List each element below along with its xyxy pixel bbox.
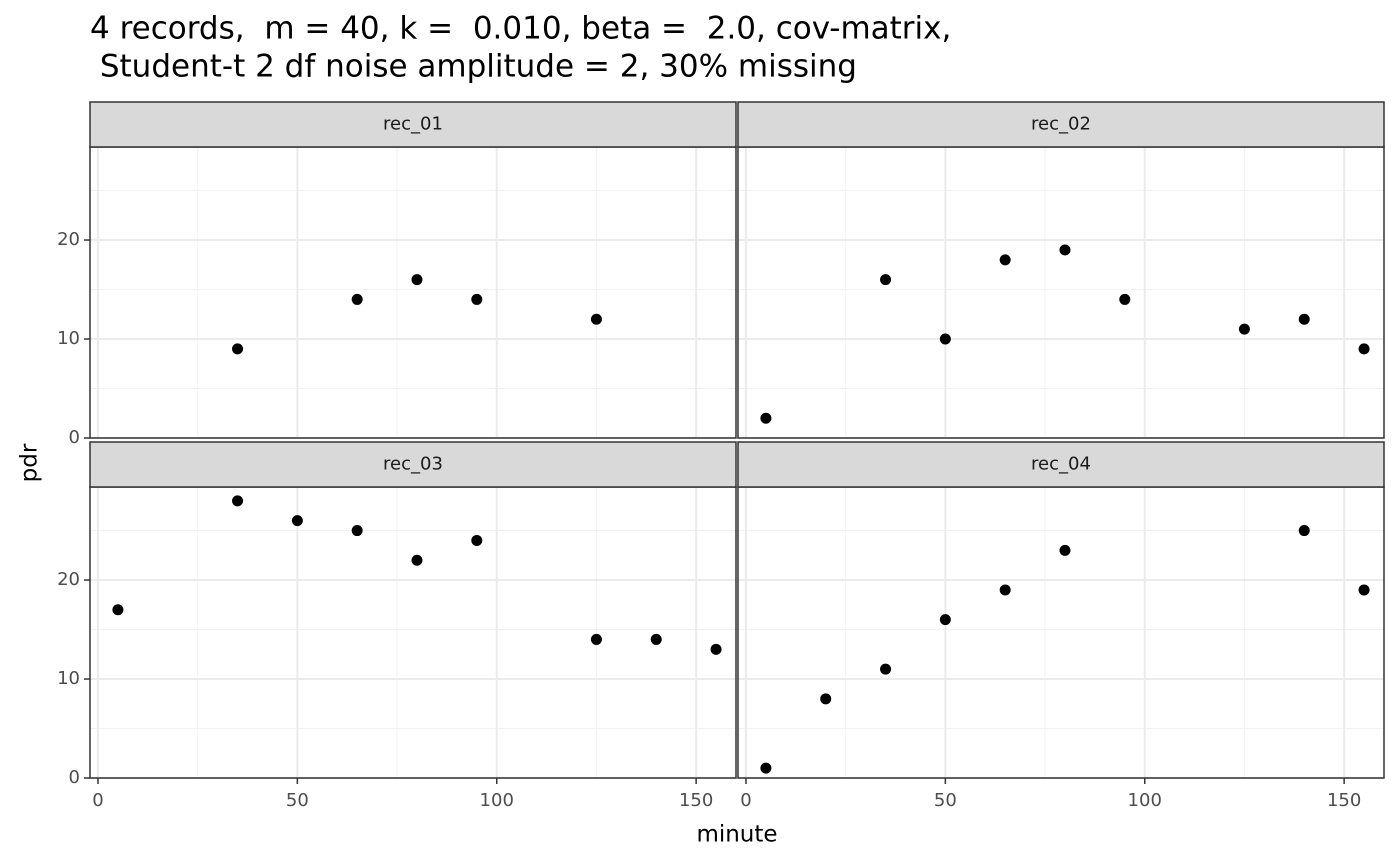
point xyxy=(710,643,722,655)
x-tick-label: 50 xyxy=(934,790,957,811)
point xyxy=(411,554,423,566)
point xyxy=(820,693,832,705)
point xyxy=(232,343,244,355)
point xyxy=(650,633,662,645)
y-tick-label: 20 xyxy=(57,229,80,250)
point xyxy=(351,525,363,537)
point xyxy=(999,254,1011,266)
chart-title: 4 records, m = 40, k = 0.010, beta = 2.0… xyxy=(90,11,951,47)
x-tick-label: 150 xyxy=(679,790,713,811)
point xyxy=(1059,244,1071,256)
point xyxy=(351,293,363,305)
point xyxy=(590,313,602,325)
chart-title: Student-t 2 df noise amplitude = 2, 30% … xyxy=(90,49,857,85)
x-axis-title: minute xyxy=(696,822,777,848)
strip xyxy=(737,441,1385,488)
point xyxy=(1119,293,1131,305)
y-tick-label: 0 xyxy=(69,427,80,448)
point xyxy=(291,515,303,527)
strip xyxy=(89,441,737,488)
point xyxy=(232,495,244,507)
point xyxy=(1358,343,1370,355)
point xyxy=(939,614,951,626)
y-axis-title: pdr xyxy=(17,443,43,482)
point xyxy=(880,274,892,286)
strip-label: rec_03 xyxy=(383,454,443,475)
point xyxy=(590,633,602,645)
point xyxy=(999,584,1011,596)
point xyxy=(760,762,772,774)
point xyxy=(112,604,124,616)
x-tick-label: 100 xyxy=(480,790,514,811)
point xyxy=(1358,584,1370,596)
strip-label: rec_04 xyxy=(1031,454,1091,475)
point xyxy=(1059,544,1071,556)
x-tick-label: 0 xyxy=(92,790,103,811)
y-tick-label: 10 xyxy=(57,328,80,349)
point xyxy=(1298,313,1310,325)
strip-label: rec_01 xyxy=(383,114,443,135)
y-tick-label: 20 xyxy=(57,569,80,590)
x-tick-label: 100 xyxy=(1128,790,1162,811)
point xyxy=(1238,323,1250,335)
y-tick-label: 10 xyxy=(57,668,80,689)
x-tick-label: 150 xyxy=(1327,790,1361,811)
point xyxy=(471,293,483,305)
x-tick-label: 50 xyxy=(286,790,309,811)
point xyxy=(471,534,483,546)
strip-label: rec_02 xyxy=(1031,114,1091,135)
point xyxy=(760,412,772,424)
point xyxy=(939,333,951,345)
point xyxy=(411,274,423,286)
strip xyxy=(737,101,1385,148)
strip xyxy=(89,101,737,148)
point xyxy=(880,663,892,675)
y-tick-label: 0 xyxy=(69,767,80,788)
x-tick-label: 0 xyxy=(740,790,751,811)
point xyxy=(1298,525,1310,537)
